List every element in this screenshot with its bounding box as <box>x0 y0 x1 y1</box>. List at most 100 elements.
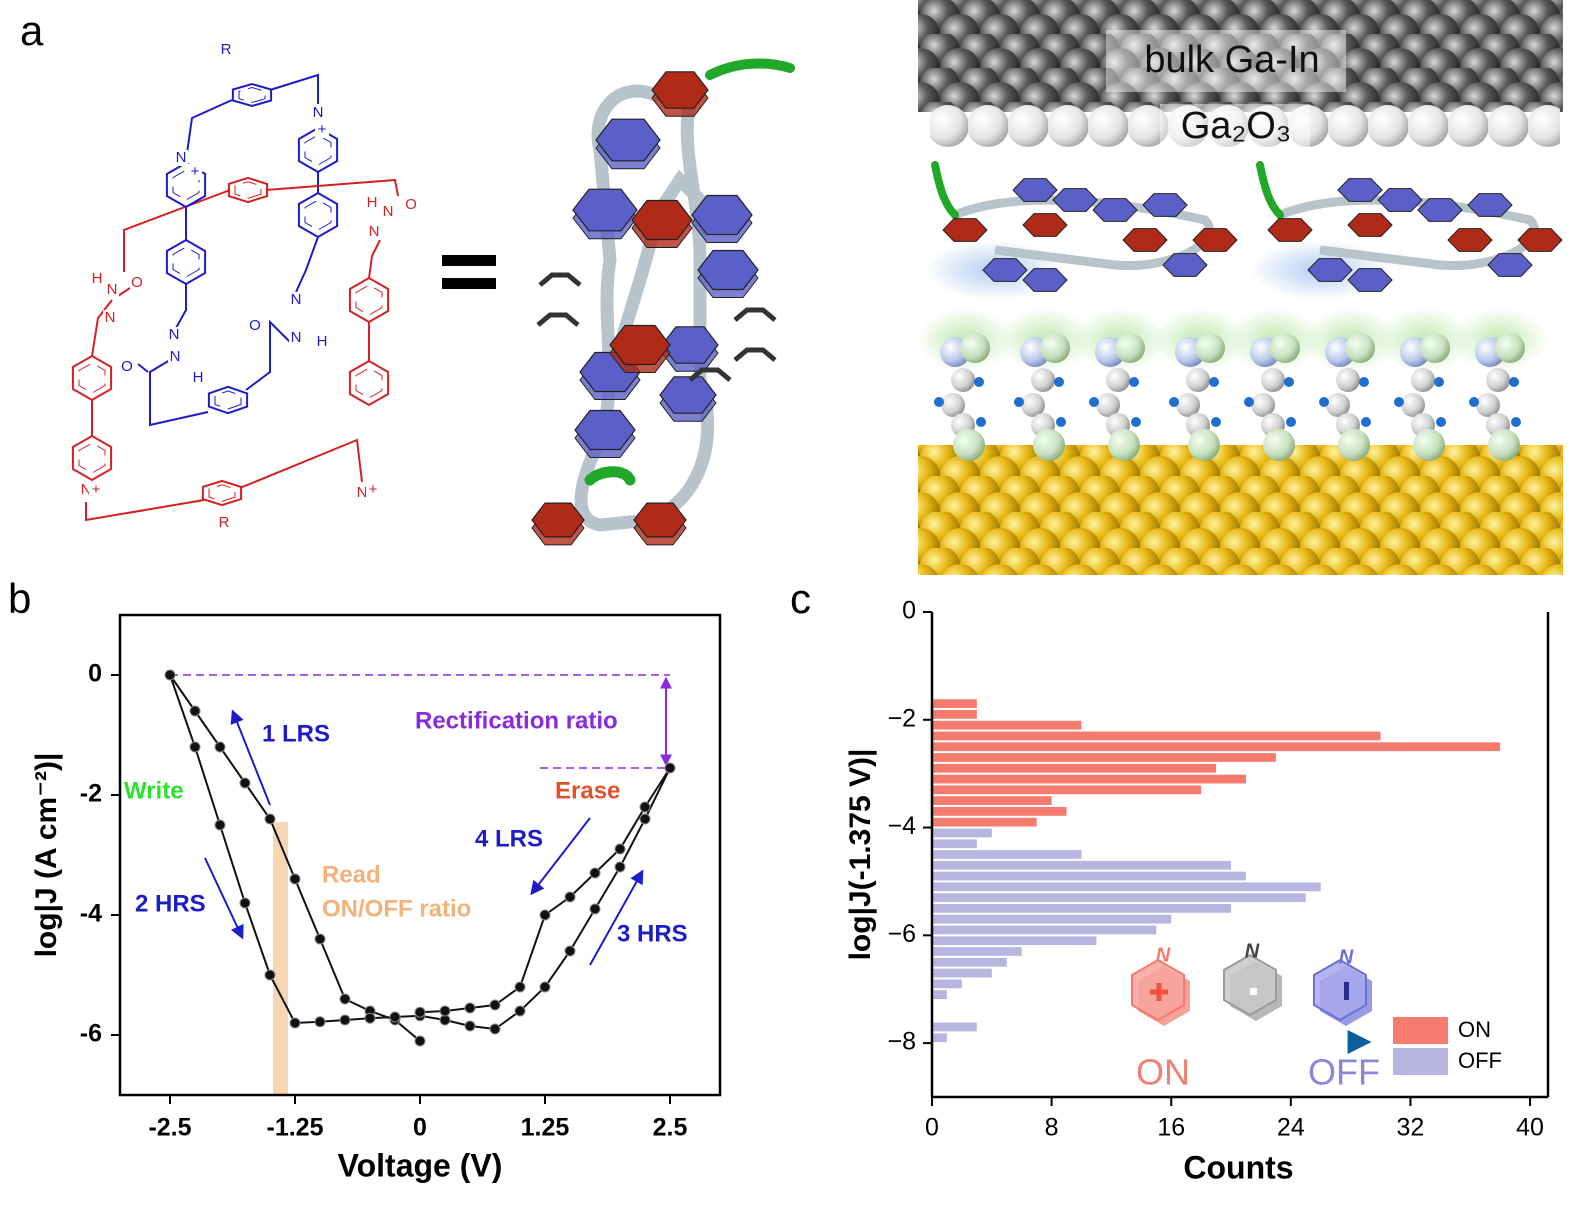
ring-inner <box>78 442 106 474</box>
label-bg <box>289 292 303 308</box>
ring <box>227 176 269 204</box>
data-point <box>514 981 526 993</box>
data-point <box>564 891 576 903</box>
label-box <box>1160 104 1310 150</box>
bar <box>932 914 1172 924</box>
label-bg <box>174 150 188 166</box>
ring-face <box>631 199 693 241</box>
ring <box>348 276 390 324</box>
bar <box>932 699 977 708</box>
ring-face <box>1012 178 1058 202</box>
atom <box>1345 333 1375 363</box>
ring-face <box>1347 213 1393 237</box>
y-tick-label: 0 <box>88 660 102 688</box>
atom-label: N <box>81 481 92 498</box>
atom <box>1336 368 1360 392</box>
ring-face <box>1267 218 1313 242</box>
ring-face <box>659 376 717 414</box>
data-point <box>214 819 226 831</box>
atom <box>1476 393 1500 417</box>
h-atom <box>934 397 944 407</box>
data-point <box>414 1035 426 1047</box>
h-atom <box>1319 397 1329 407</box>
hydrazone <box>536 312 580 327</box>
data-point <box>639 813 651 825</box>
bond <box>123 189 231 272</box>
data-point <box>464 1020 476 1032</box>
bar <box>932 893 1306 902</box>
sweep-arrow <box>204 857 244 940</box>
h-atom <box>1209 377 1219 387</box>
bar <box>932 785 1202 795</box>
data-point <box>514 1005 526 1017</box>
atom-label: H <box>317 333 328 350</box>
bar <box>932 968 992 978</box>
ring-face <box>1162 253 1208 277</box>
ring-face <box>1022 268 1068 292</box>
ring <box>165 238 207 286</box>
bond <box>117 287 131 297</box>
bar <box>932 720 1082 730</box>
sweep-arrow <box>530 817 591 896</box>
label-bg <box>355 485 369 501</box>
atom <box>953 429 985 461</box>
hydrazone <box>688 367 732 382</box>
atom <box>1031 368 1055 392</box>
h-atom <box>1014 397 1024 407</box>
data-point <box>289 873 301 885</box>
data-point <box>314 1016 326 1028</box>
h-atom <box>1509 377 1519 387</box>
ring <box>207 385 249 415</box>
atom <box>1326 393 1350 417</box>
bond <box>185 99 233 161</box>
ring-face <box>1022 213 1068 237</box>
bond <box>175 284 187 329</box>
electrode-label: bulk Ga-In <box>1144 39 1319 81</box>
atom-label: H <box>193 369 204 386</box>
atom <box>1411 368 1435 392</box>
h-atom <box>1244 397 1254 407</box>
ring <box>348 359 390 407</box>
bar <box>932 763 1217 773</box>
data-point <box>539 981 551 993</box>
inset-ring <box>1313 958 1367 1022</box>
hydrazone <box>733 347 777 362</box>
ring-inner <box>214 390 242 410</box>
ring-inner <box>234 181 262 199</box>
atom <box>1486 368 1510 392</box>
data-point <box>639 801 651 813</box>
x-axis-title: Voltage (V) <box>338 1147 503 1183</box>
h-atom <box>1089 397 1099 407</box>
bar <box>932 817 1037 827</box>
inset-label: OFF <box>1308 1052 1380 1093</box>
bar <box>932 850 1082 859</box>
atom <box>941 393 965 417</box>
ring-inner <box>304 199 332 231</box>
label-bg <box>365 195 379 211</box>
ring <box>297 191 339 239</box>
annotation: 3 HRS <box>617 920 688 947</box>
data-point <box>614 861 626 873</box>
atom-label: O <box>131 274 143 291</box>
atom <box>1270 333 1300 363</box>
data-point <box>339 1014 351 1026</box>
ring-face <box>982 258 1028 282</box>
data-point <box>539 909 551 921</box>
panel-label: a <box>20 7 44 54</box>
h-atom <box>1511 417 1521 427</box>
bond <box>91 299 113 357</box>
ring-face <box>697 249 759 291</box>
ring-face <box>1417 198 1463 222</box>
atom-label: O <box>249 317 261 334</box>
data-point <box>664 762 676 774</box>
atom-label: R <box>221 41 232 58</box>
atom-label: N <box>357 484 368 501</box>
atom-label: H <box>92 270 103 287</box>
x-tick-label: 32 <box>1397 1114 1425 1142</box>
bar <box>932 925 1157 935</box>
atom <box>1401 393 1425 417</box>
bar <box>932 1033 947 1043</box>
ring-inner <box>355 284 383 316</box>
ring-inner <box>78 362 106 394</box>
atom <box>1021 393 1045 417</box>
